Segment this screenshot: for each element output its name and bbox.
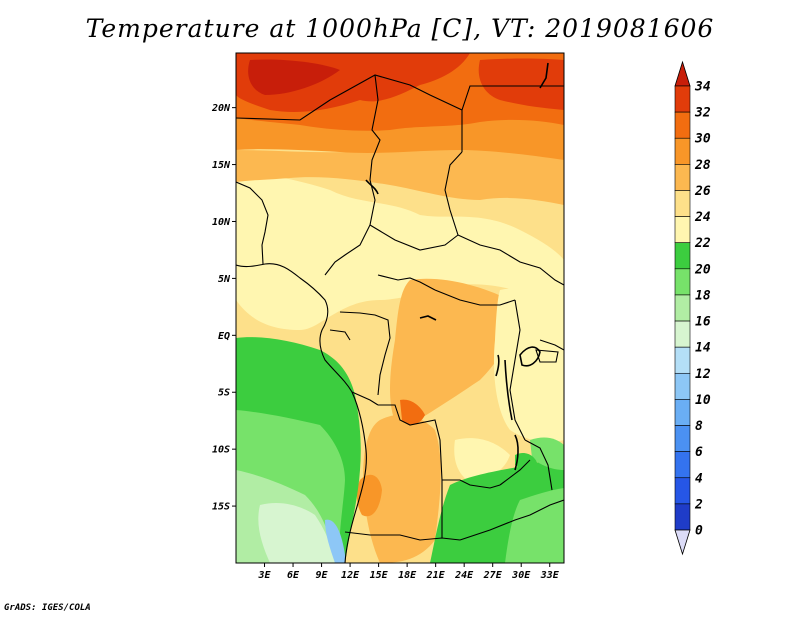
- colorbar-over-triangle: [674, 60, 691, 87]
- colorbar-segment: [674, 242, 691, 270]
- colorbar-label: 6: [695, 445, 703, 460]
- colorbar-label: 32: [694, 106, 711, 121]
- colorbar-segment: [674, 85, 691, 113]
- lon-tick-label: 24E: [454, 570, 474, 581]
- lon-tick-label: 15E: [370, 570, 389, 581]
- lon-tick-label: 18E: [398, 570, 417, 581]
- colorbar-segment: [674, 477, 691, 505]
- colorbar-segment: [674, 451, 691, 479]
- map-title: Temperature at 1000hPa [C], VT: 20190816…: [85, 14, 715, 43]
- lat-tick-label: 20N: [211, 103, 231, 114]
- lat-tick-label: 15S: [212, 502, 230, 513]
- temperature-field-16: [258, 503, 335, 563]
- lon-tick-label: 33E: [540, 570, 560, 581]
- colorbar-segment: [674, 320, 691, 348]
- colorbar-label: 2: [694, 497, 703, 512]
- colorbar-label: 10: [695, 393, 711, 408]
- lon-tick-label: 3E: [257, 570, 271, 581]
- colorbar-segment: [674, 268, 691, 296]
- temperature-field-24: [454, 438, 510, 482]
- temperature-field-28: [390, 278, 513, 430]
- colorbar-segment: [674, 372, 691, 400]
- lake-outlines: [365, 62, 549, 471]
- lat-tick-label: 10S: [212, 445, 230, 456]
- lat-tick-label: EQ: [218, 331, 230, 342]
- colorbar-segment: [674, 294, 691, 322]
- map-panel: [236, 53, 564, 563]
- colorbar-label: 0: [695, 524, 703, 539]
- lon-tick-label: 9E: [316, 570, 329, 581]
- colorbar-segment: [674, 346, 691, 374]
- colorbar-label: 34: [694, 80, 711, 95]
- colorbar-segment: [674, 137, 691, 165]
- colorbar-label: 4: [695, 471, 703, 486]
- colorbar-segment: [674, 425, 691, 452]
- colorbar-label: 28: [694, 158, 711, 173]
- colorbar-segment: [674, 216, 691, 244]
- latitude-axis: 20N 15N 10N 5N EQ 5S 10S 15S: [211, 103, 236, 513]
- colorbar-label: 24: [694, 210, 711, 225]
- lat-tick-label: 5S: [218, 388, 230, 399]
- temperature-field-24: [245, 220, 354, 306]
- colorbar-label: 18: [695, 288, 711, 303]
- lon-tick-label: 27E: [483, 570, 503, 581]
- colorbar-label: 14: [695, 341, 711, 356]
- lat-tick-label: 5N: [218, 274, 231, 285]
- map-frame: [235, 52, 565, 564]
- colorbar-label: 16: [695, 315, 711, 330]
- colorbar-label: 8: [695, 419, 703, 434]
- colorbar-under-triangle: [674, 529, 691, 556]
- lat-tick-label: 15N: [212, 160, 231, 171]
- lon-tick-label: 12E: [341, 570, 360, 581]
- lon-tick-label: 21E: [426, 570, 446, 581]
- temperature-field-over: [248, 59, 340, 95]
- country-borders: [236, 74, 564, 563]
- colorbar-label: 20: [694, 262, 711, 277]
- colorbar-segment: [674, 164, 691, 191]
- temperature-field-28: [363, 414, 441, 563]
- temperature-field-20: [530, 437, 564, 470]
- temperature-field-34: [478, 58, 564, 110]
- colorbar-segment: [674, 190, 691, 217]
- temperature-field-22: [515, 453, 538, 469]
- colorbar-segment: [674, 111, 691, 139]
- temperature-field-32: [400, 399, 425, 425]
- lon-tick-label: 6E: [287, 570, 300, 581]
- temperature-field-12: [325, 519, 346, 563]
- grads-credit: GrADS: IGES/COLA: [4, 603, 91, 613]
- lon-tick-label: 30E: [511, 570, 531, 581]
- colorbar-label: 22: [694, 236, 711, 251]
- temperature-field-28: [236, 142, 564, 205]
- lat-tick-label: 10N: [212, 217, 231, 228]
- longitude-axis: 3E 6E 9E 12E 15E 18E 21E 24E 27E 30E 33E: [257, 563, 560, 581]
- colorbar-label: 30: [694, 132, 711, 147]
- colorbar-segment: [674, 399, 691, 426]
- colorbar-label: 12: [695, 367, 711, 382]
- colorbar-label: 26: [694, 184, 711, 199]
- temperature-field-20: [505, 488, 564, 563]
- colorbar-segment: [674, 503, 691, 531]
